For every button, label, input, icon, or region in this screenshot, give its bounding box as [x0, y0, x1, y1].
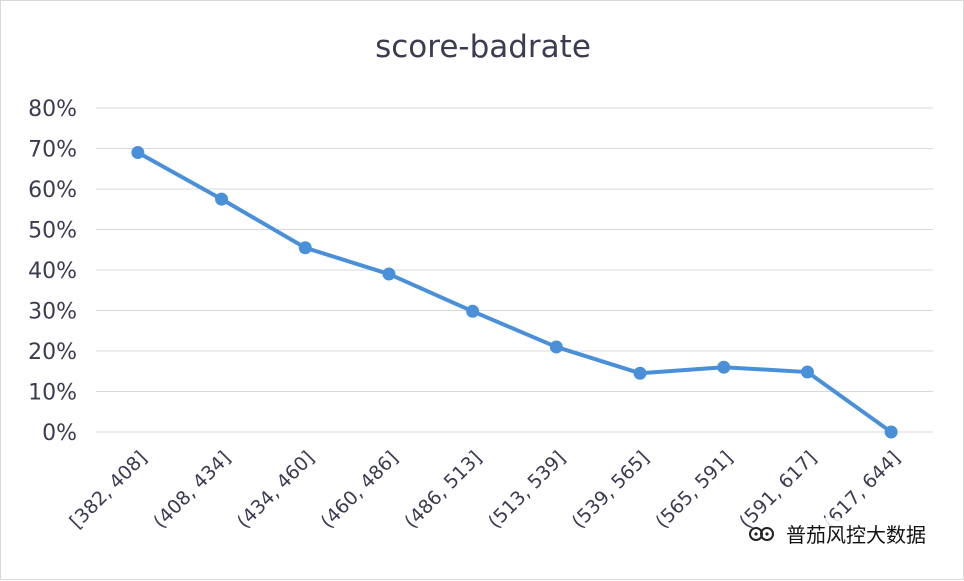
- series-badrate: [131, 146, 898, 439]
- y-axis-tick-labels: 0% 10% 20% 30% 40% 50% 60% 70% 80%: [28, 97, 77, 446]
- watermark-text: 普茄风控大数据: [783, 518, 929, 549]
- y-tick-label: 80%: [28, 97, 77, 122]
- data-point: [549, 340, 563, 354]
- watermark: 普茄风控大数据: [747, 518, 929, 549]
- series-line: [135, 150, 894, 434]
- gridlines: [96, 107, 933, 433]
- x-tick-label: (486, 513]: [400, 447, 486, 533]
- x-tick-label: (408, 434]: [149, 447, 235, 533]
- y-tick-label: 70%: [28, 138, 77, 163]
- x-tick-label: (565, 591]: [651, 447, 737, 533]
- data-point: [717, 360, 731, 374]
- y-tick-label: 50%: [28, 219, 77, 244]
- y-tick-label: 60%: [28, 178, 77, 203]
- y-tick-label: 20%: [28, 340, 77, 365]
- data-point: [131, 146, 145, 160]
- x-tick-label: [382, 408]: [66, 447, 152, 533]
- x-tick-label: (460, 486]: [317, 447, 403, 533]
- chart-title: score-badrate: [375, 29, 591, 65]
- data-point: [215, 192, 229, 206]
- x-tick-label: (513, 539]: [484, 447, 570, 533]
- data-point: [298, 241, 312, 255]
- y-tick-label: 0%: [42, 421, 77, 446]
- wechat-channel-icon: [749, 526, 774, 541]
- data-point: [633, 366, 647, 380]
- data-point: [884, 425, 898, 439]
- x-tick-label: (434, 460]: [233, 447, 319, 533]
- y-tick-label: 30%: [28, 300, 77, 325]
- data-point: [800, 365, 814, 379]
- y-tick-label: 10%: [28, 381, 77, 406]
- y-tick-label: 40%: [28, 259, 77, 284]
- data-point: [466, 304, 480, 318]
- x-tick-label: (539, 565]: [568, 447, 654, 533]
- data-point: [382, 267, 396, 281]
